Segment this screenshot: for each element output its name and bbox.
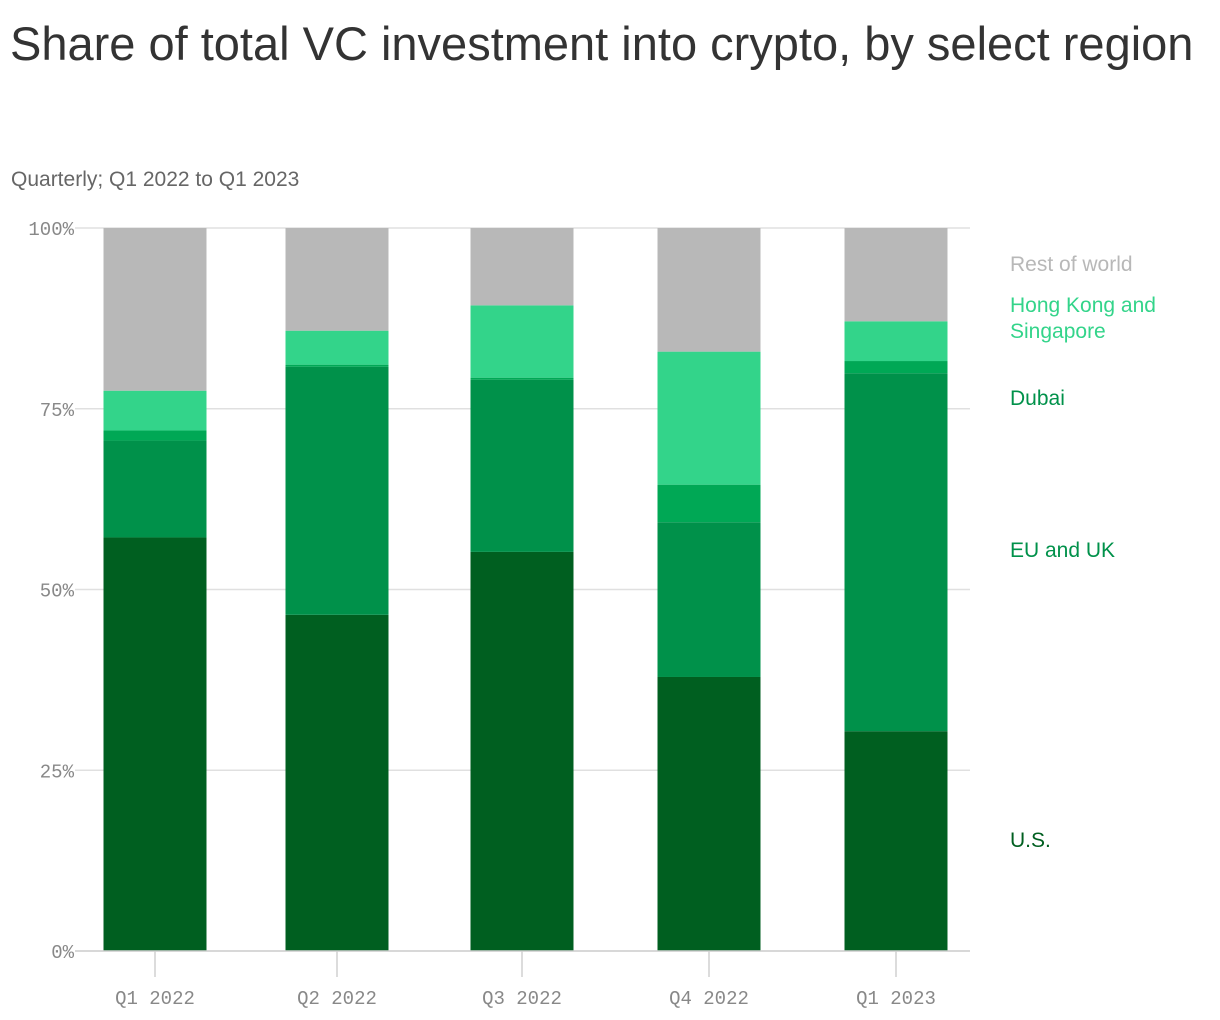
bar-segment-rest-of-world-q1-2023 (844, 228, 948, 322)
bar-segment-rest-of-world-q1-2022 (103, 228, 207, 391)
bar-segment-dubai-q4-2022 (657, 484, 761, 523)
legend-label-u-s: U.S. (1010, 829, 1051, 852)
bar-stack-q2-2022 (285, 228, 389, 951)
x-axis: Q1 2022 Q2 2022 Q3 2022 Q4 2022 Q1 2023 (75, 950, 970, 1010)
bar-segment-u-s-q4-2022 (657, 676, 761, 951)
bar-segment-rest-of-world-q4-2022 (657, 228, 761, 352)
bar-segment-u-s-q3-2022 (470, 551, 574, 951)
y-tick-label-50: 50% (40, 581, 75, 603)
bar-segment-rest-of-world-q2-2022 (285, 228, 389, 331)
bar-segment-rest-of-world-q3-2022 (470, 228, 574, 306)
bar-stack-q1-2023 (844, 228, 948, 951)
bar-segment-u-s-q2-2022 (285, 614, 389, 951)
y-tick-label-100: 100% (28, 219, 74, 241)
bar-stack-q1-2022 (103, 228, 207, 951)
legend-label-hong-kong-and-singapore: Hong Kong and Singapore (1010, 294, 1156, 343)
chart-subtitle: Quarterly; Q1 2022 to Q1 2023 (11, 168, 300, 191)
bar-segment-dubai-q3-2022 (470, 377, 574, 380)
y-tick-label-75: 75% (40, 400, 75, 422)
bar-segment-u-s-q1-2022 (103, 537, 207, 951)
bar-segment-hong-kong-and-singapore-q2-2022 (285, 330, 389, 365)
bar-segment-hong-kong-and-singapore-q3-2022 (470, 305, 574, 378)
bar-segment-u-s-q1-2023 (844, 731, 948, 951)
bar-segment-hong-kong-and-singapore-q4-2022 (657, 351, 761, 485)
x-tick-label-q4-2022: Q4 2022 (669, 988, 749, 1010)
legend-label-dubai: Dubai (1010, 387, 1065, 410)
y-tick-label-25: 25% (40, 761, 75, 783)
bar-segment-eu-and-uk-q3-2022 (470, 379, 574, 552)
bar-stack-q3-2022 (470, 228, 574, 951)
bar-stack-q4-2022 (657, 228, 761, 951)
bar-segment-eu-and-uk-q4-2022 (657, 522, 761, 677)
bars (103, 228, 948, 951)
bar-segment-eu-and-uk-q1-2022 (103, 440, 207, 538)
y-axis-labels: 0% 25% 50% 75% 100% (28, 219, 74, 964)
legend: Rest of world Hong Kong and Singapore Dubai… (1010, 253, 1156, 852)
legend-label-eu-and-uk: EU and UK (1010, 539, 1115, 562)
bar-segment-hong-kong-and-singapore-q1-2022 (103, 390, 207, 431)
y-tick-label-0: 0% (51, 942, 74, 964)
bar-segment-dubai-q2-2022 (285, 364, 389, 367)
x-tick-label-q1-2022: Q1 2022 (115, 988, 195, 1010)
chart-title: Share of total VC investment into crypto… (10, 17, 1194, 70)
x-tick-label-q3-2022: Q3 2022 (482, 988, 562, 1010)
legend-label-rest-of-world: Rest of world (1010, 253, 1133, 276)
bar-segment-dubai-q1-2022 (103, 430, 207, 441)
x-tick-label-q1-2023: Q1 2023 (856, 988, 936, 1010)
x-tick-label-q2-2022: Q2 2022 (297, 988, 377, 1010)
bar-segment-eu-and-uk-q1-2023 (844, 373, 948, 732)
bar-segment-eu-and-uk-q2-2022 (285, 366, 389, 615)
bar-segment-hong-kong-and-singapore-q1-2023 (844, 321, 948, 362)
bar-segment-dubai-q1-2023 (844, 361, 948, 374)
